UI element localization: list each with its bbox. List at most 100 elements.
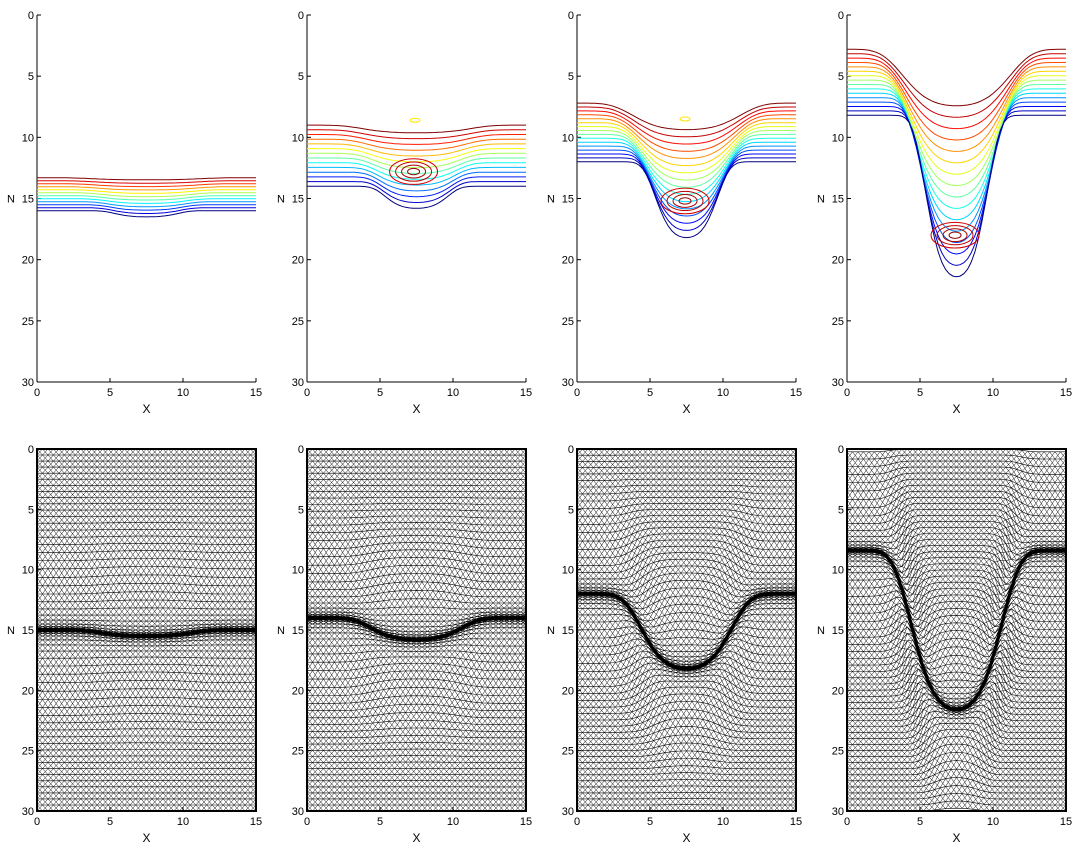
mesh-diagonal [851,451,859,812]
contour-line [847,110,1066,266]
mesh-diagonal [851,451,859,812]
mesh-diagonal [1043,451,1051,812]
mesh-line [307,557,526,566]
y-tick-label: 25 [292,316,304,328]
mesh-diagonal [846,451,854,812]
contour-line [577,161,796,239]
y-axis-label: N [7,625,15,637]
x-axis-label: X [952,402,960,416]
mesh-diagonal [598,448,605,812]
x-tick-label: 5 [377,387,383,399]
y-tick-label: 10 [832,132,844,144]
mesh-diagonal [890,449,897,812]
y-tick-label: 0 [568,10,574,22]
contour-series-2 [577,102,796,239]
contour-line [577,126,796,174]
y-tick-label: 10 [292,565,304,577]
contour-line [577,130,796,181]
mesh-line [307,695,526,704]
axes-1: 0 5 10 15 0 5 10 15 20 25 30 X N [277,10,532,416]
mesh-diagonal [956,448,963,809]
mesh-diagonal [961,448,969,809]
mesh-line [847,590,1066,634]
mesh-diagonal [939,448,947,809]
x-tick-label: 5 [917,387,923,399]
mesh-diagonal [873,451,881,812]
contour-line [307,129,526,140]
mesh-diagonal [778,448,786,812]
contour-line [577,145,796,210]
y-tick-label: 15 [22,194,34,206]
mesh-diagonal [685,448,693,812]
mesh-diagonal [1054,451,1062,812]
contour-line [847,79,1066,187]
contour-line [37,195,256,201]
x-tick-label: 15 [1060,816,1072,828]
mesh-diagonal [707,448,715,812]
mesh-diagonal [773,448,781,812]
y-tick-label: 30 [562,806,574,818]
mesh-diagonal [696,448,704,812]
small-contour-loop [409,117,421,123]
mesh-diagonal [322,448,330,812]
axes-0: 0 5 10 15 0 5 10 15 20 25 30 X N [7,10,262,416]
x-axis-label: X [412,831,420,845]
y-tick-label: 5 [28,504,34,516]
mesh-diagonal [1010,449,1018,812]
mesh-line [847,735,1066,757]
mesh-diagonal [977,448,985,811]
contour-line [577,118,796,159]
mesh-line [307,535,526,541]
contour-line [847,101,1066,244]
mesh-diagonal [503,448,511,812]
y-tick-label: 30 [22,377,34,389]
y-tick-label: 30 [22,806,34,818]
y-tick-label: 10 [22,132,34,144]
contour-series-3 [847,48,1066,278]
mesh-line [307,703,526,711]
mesh-diagonal [950,448,958,809]
mesh-line [847,578,1066,621]
y-axis-label: N [817,194,825,206]
x-tick-label: 10 [447,387,459,399]
mesh-line [307,619,526,639]
y-tick-label: 20 [22,255,34,267]
contour-line [847,70,1066,164]
y-tick-label: 25 [292,746,304,758]
mesh-diagonal [917,448,924,812]
mesh-front-line [307,616,526,642]
mesh-line [847,633,1066,676]
x-tick-label: 5 [647,816,653,828]
x-axis-label: X [142,402,150,416]
x-tick-label: 10 [717,816,729,828]
y-tick-label: 15 [562,625,574,637]
mesh-line [307,623,526,641]
x-tick-label: 0 [34,816,40,828]
contour-line [307,181,526,204]
y-tick-label: 5 [838,504,844,516]
y-tick-label: 20 [832,255,844,267]
y-tick-label: 0 [838,444,844,456]
vortex-contour [666,190,704,212]
mesh-diagonal [306,448,313,812]
mesh-line [307,720,526,725]
x-tick-label: 0 [574,816,580,828]
mesh-diagonal [868,451,876,812]
contour-line [37,183,256,188]
y-tick-label: 0 [28,10,34,22]
x-tick-label: 5 [377,816,383,828]
mesh-diagonal [735,448,742,812]
contour-line [307,152,526,169]
mesh-line [577,515,796,525]
y-tick-label: 20 [832,685,844,697]
contour-series-1 [307,117,526,209]
mesh-diagonal [862,451,870,812]
mesh-front-line [37,628,256,638]
y-tick-label: 10 [562,565,574,577]
mesh-diagonal [592,448,600,812]
mesh-line [847,626,1066,670]
x-tick-label: 15 [250,387,262,399]
y-tick-label: 15 [832,194,844,206]
mesh-line [307,687,526,696]
